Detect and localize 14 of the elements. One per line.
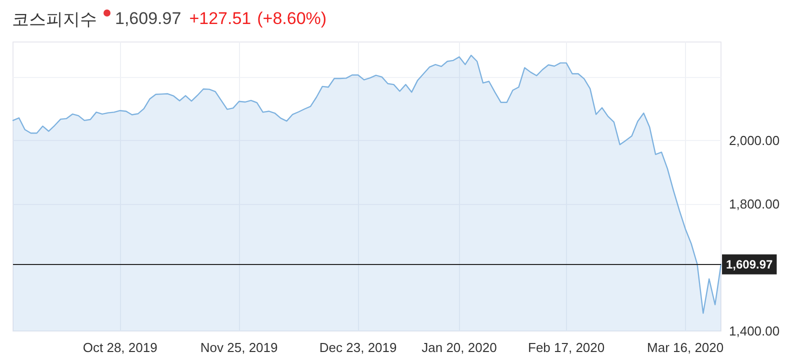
y-tick-label: 1,400.00	[729, 324, 780, 338]
x-tick-label: Jan 20, 2020	[422, 340, 497, 355]
text: +127.51	[189, 9, 252, 29]
text: 1,609.97	[115, 9, 182, 29]
x-tick-label: Mar 16, 2020	[647, 340, 724, 355]
text: (+8.60%)	[257, 9, 327, 29]
x-tick-label: Oct 28, 2019	[82, 340, 158, 355]
y-tick-label: 1,800.00	[729, 196, 780, 212]
y-tick-label: 2,000.00	[729, 132, 780, 148]
x-tick-label: Dec 23, 2019	[319, 340, 397, 355]
chart-title: 코스피지수	[12, 8, 97, 30]
ref-line-label: 1,609.97	[726, 257, 774, 272]
x-tick-label: Feb 17, 2020	[528, 340, 605, 355]
x-tick-label: Nov 25, 2019	[200, 340, 278, 355]
